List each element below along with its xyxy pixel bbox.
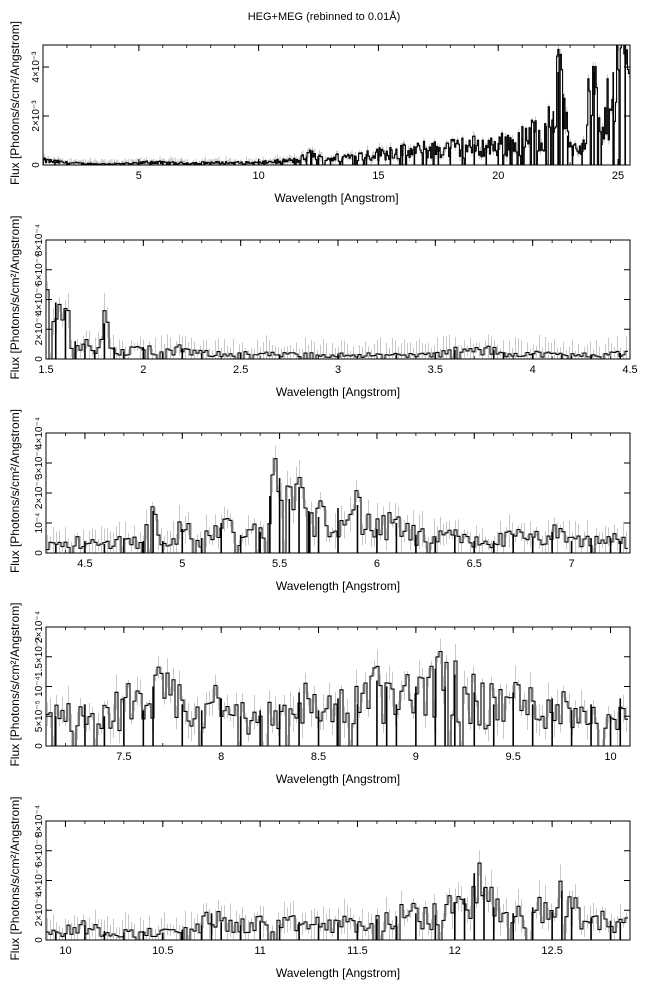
y-axis-label: Flux [Photons/s/cm²/Angstrom] [8, 21, 22, 185]
y-tick-label: 8×10⁻⁴ [34, 224, 45, 256]
x-tick-label: 10.5 [152, 945, 173, 957]
y-axis-label: Flux [Photons/s/cm²/Angstrom] [8, 796, 22, 960]
spectrum-line [46, 458, 628, 553]
y-axis-label: Flux [Photons/s/cm²/Angstrom] [8, 215, 22, 379]
x-tick-label: 10 [253, 170, 265, 182]
x-tick-label: 25 [612, 170, 624, 182]
y-tick-label: 0 [34, 550, 45, 556]
x-tick-label: 9.5 [506, 751, 521, 763]
y-tick-label: 10⁻⁴ [34, 676, 45, 697]
plot-frame [45, 239, 631, 360]
x-tick-label: 8.5 [311, 751, 326, 763]
spectrum-line [46, 862, 628, 940]
x-tick-label: 11 [254, 945, 265, 957]
plot-area-1 [43, 45, 630, 165]
x-tick-label: 7.5 [116, 751, 131, 763]
y-tick-label: 5×10⁻⁵ [34, 700, 45, 732]
y-tick-label: 0 [34, 743, 45, 749]
y-tick-label: 4×10⁻⁴ [34, 864, 45, 896]
y-tick-label: 6×10⁻⁴ [34, 254, 45, 286]
spectrum-line [46, 650, 628, 746]
y-tick-label: 0 [34, 356, 45, 362]
plot-area-2 [46, 281, 628, 359]
x-tick-label: 3.5 [428, 364, 443, 376]
x-tick-label: 20 [492, 170, 504, 182]
y-tick-label: 1.5×10⁻⁴ [34, 637, 45, 677]
x-tick-label: 9 [413, 751, 419, 763]
y-tick-label: 10⁻⁴ [34, 513, 45, 534]
x-tick-label: 12 [449, 945, 461, 957]
panel-3: 4.5 5 5.5 6 6.5 7 0 10⁻⁴ 2×10⁻⁴3×10⁻⁴4×10⁻⁴ Wavel… [8, 409, 631, 593]
x-tick-label: 5.5 [272, 558, 287, 570]
x-tick-label: 2 [140, 364, 146, 376]
panel-1: 5 10 15 20 25 0 2×10⁻³ 4×10⁻³ Wavelength [Angstr… [8, 21, 631, 205]
x-axis-label: Wavelength [Angstrom] [276, 772, 400, 786]
figure-title: HEG+MEG (rebinned to 0.01Å) [247, 11, 401, 23]
x-tick-label: 4.5 [622, 364, 637, 376]
y-tick-label: 8×10⁻⁴ [34, 805, 45, 837]
y-tick-label: 6×10⁻⁴ [34, 835, 45, 867]
x-axis-label: Wavelength [Angstrom] [274, 191, 398, 205]
plot-area-5 [46, 850, 628, 940]
panel-2: 1.5 2 2.5 3 3.5 4 4.5 0 2×10⁻⁴4×10⁻⁴6×10⁻⁴8×10⁻⁴… [8, 215, 638, 399]
x-tick-label: 4.5 [77, 558, 92, 570]
x-tick-label: 11.5 [347, 945, 368, 957]
x-tick-label: 1.5 [38, 364, 53, 376]
x-tick-label: 6 [374, 558, 380, 570]
plot-frame [42, 44, 631, 166]
y-tick-label: 2×10⁻⁴ [34, 611, 45, 643]
x-axis-label: Wavelength [Angstrom] [276, 579, 400, 593]
x-tick-label: 2.5 [233, 364, 248, 376]
y-tick-label: 0 [34, 937, 45, 943]
x-tick-label: 5 [136, 170, 142, 182]
x-tick-label: 10 [604, 751, 616, 763]
y-tick-label: 0 [31, 162, 42, 168]
spectrum-line [46, 289, 628, 359]
x-tick-label: 4 [530, 364, 536, 376]
x-axis-label: Wavelength [Angstrom] [276, 385, 400, 399]
x-axis-label: Wavelength [Angstrom] [276, 966, 400, 980]
x-tick-label: 8 [218, 751, 224, 763]
plot-area-4 [46, 638, 628, 746]
x-tick-label: 15 [372, 170, 384, 182]
spectrum-line [43, 45, 630, 165]
y-tick-label: 2×10⁻⁴ [34, 313, 45, 345]
y-tick-label: 2×10⁻⁴ [34, 894, 45, 926]
x-tick-label: 5 [179, 558, 185, 570]
x-tick-label: 10 [59, 945, 71, 957]
y-tick-label: 4×10⁻⁴ [34, 283, 45, 315]
x-tick-label: 6.5 [467, 558, 482, 570]
y-tick-label: 3×10⁻⁴ [34, 447, 45, 479]
y-tick-label: 4×10⁻⁴ [34, 417, 45, 449]
panel-5: 10 10.5 11 11.5 12 12.5 0 2×10⁻⁴4×10⁻⁴6×10⁻⁴8×1… [8, 796, 631, 980]
panel-4: 7.5 8 8.5 9 9.5 10 0 5×10⁻⁵ 10⁻⁴1.5×10⁻⁴2×10⁻⁴ Wa… [8, 602, 631, 786]
plot-area-3 [46, 445, 628, 553]
y-tick-label: 2×10⁻⁴ [34, 477, 45, 509]
y-axis-label: Flux [Photons/s/cm²/Angstrom] [8, 602, 22, 766]
y-axis-label: Flux [Photons/s/cm²/Angstrom] [8, 409, 22, 573]
x-tick-label: 7 [569, 558, 575, 570]
x-tick-label: 12.5 [541, 945, 562, 957]
x-tick-label: 3 [335, 364, 341, 376]
y-tick-label: 4×10⁻³ [31, 51, 42, 83]
y-tick-label: 2×10⁻³ [31, 100, 42, 132]
